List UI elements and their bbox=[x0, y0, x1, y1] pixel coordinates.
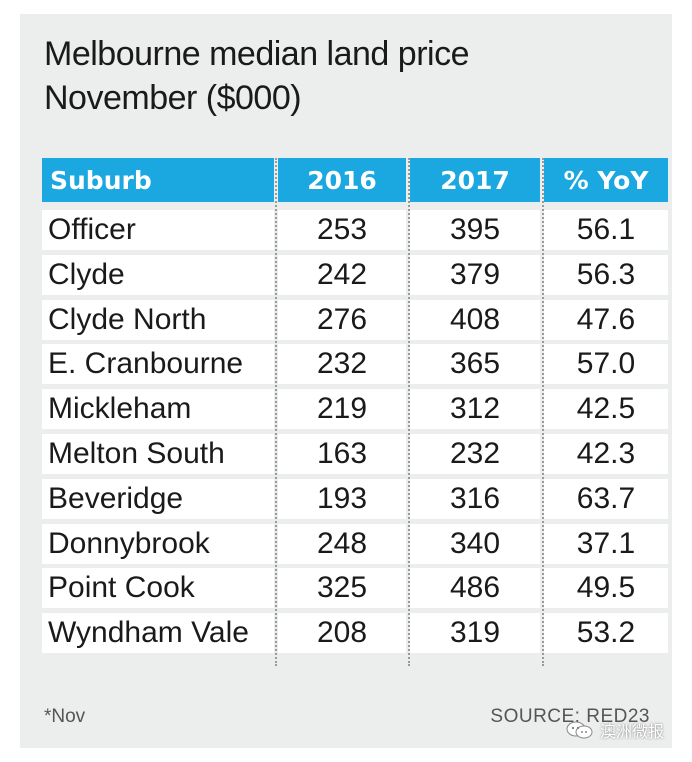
cell-yoy: 49.5 bbox=[544, 568, 668, 609]
cell-suburb: Wyndham Vale bbox=[42, 613, 274, 654]
cell-yoy: 56.3 bbox=[544, 254, 668, 295]
cell-suburb: Melton South bbox=[42, 433, 274, 474]
cell-2017: 319 bbox=[410, 613, 540, 654]
table-row: E. Cranbourne 232 365 57.0 bbox=[42, 342, 668, 387]
column-header-suburb: Suburb bbox=[42, 158, 274, 202]
cell-suburb: Mickleham bbox=[42, 389, 274, 430]
cell-yoy: 42.5 bbox=[544, 389, 668, 430]
column-header-yoy: % YoY bbox=[544, 158, 668, 202]
title-line: Melbourne median land price bbox=[44, 35, 469, 73]
cell-suburb: Donnybrook bbox=[42, 523, 274, 564]
cell-2016: 242 bbox=[278, 254, 406, 295]
wechat-icon bbox=[566, 721, 593, 739]
cell-2016: 253 bbox=[278, 210, 406, 250]
source-credit: SOURCE: RED23 bbox=[490, 706, 650, 727]
cell-suburb: Officer bbox=[42, 210, 274, 250]
cell-suburb: Clyde North bbox=[42, 299, 274, 340]
table-row: Melton South 163 232 42.3 bbox=[42, 432, 668, 477]
cell-yoy: 47.6 bbox=[544, 299, 668, 340]
cell-2016: 232 bbox=[278, 344, 406, 385]
cell-suburb: Point Cook bbox=[42, 568, 274, 609]
cell-yoy: 42.3 bbox=[544, 433, 668, 474]
chart-card: Melbourne median land price November ($0… bbox=[20, 14, 672, 748]
cell-2017: 395 bbox=[410, 210, 540, 250]
price-table: Suburb 2016 2017 % YoY Officer 253 395 56.1… bbox=[42, 158, 668, 656]
table-row: Mickleham 219 312 42.5 bbox=[42, 387, 668, 432]
cell-2017: 379 bbox=[410, 254, 540, 295]
table-row: Clyde North 276 408 47.6 bbox=[42, 298, 668, 343]
table-row: Donnybrook 248 340 37.1 bbox=[42, 522, 668, 567]
subtitle-line: November ($000) bbox=[44, 79, 302, 117]
table-header-row: Suburb 2016 2017 % YoY bbox=[42, 158, 668, 202]
column-header-2016: 2016 bbox=[278, 158, 406, 202]
cell-suburb: Clyde bbox=[42, 254, 274, 295]
column-separator bbox=[408, 158, 410, 666]
cell-2017: 312 bbox=[410, 389, 540, 430]
cell-2017: 340 bbox=[410, 523, 540, 564]
cell-2017: 408 bbox=[410, 299, 540, 340]
cell-2017: 232 bbox=[410, 433, 540, 474]
cell-suburb: E. Cranbourne bbox=[42, 344, 274, 385]
table-row: Point Cook 325 486 49.5 bbox=[42, 566, 668, 611]
cell-2016: 325 bbox=[278, 568, 406, 609]
cell-2016: 248 bbox=[278, 523, 406, 564]
column-separator bbox=[275, 158, 277, 666]
table-row: Beveridge 193 316 63.7 bbox=[42, 477, 668, 522]
cell-2016: 163 bbox=[278, 433, 406, 474]
cell-yoy: 53.2 bbox=[544, 613, 668, 654]
cell-2016: 193 bbox=[278, 478, 406, 519]
watermark: 澳洲微报 bbox=[566, 718, 664, 742]
cell-2017: 365 bbox=[410, 344, 540, 385]
footnote: *Nov bbox=[44, 706, 86, 727]
cell-yoy: 57.0 bbox=[544, 344, 668, 385]
watermark-text: 澳洲微报 bbox=[600, 722, 665, 741]
cell-2017: 316 bbox=[410, 478, 540, 519]
chart-title: Melbourne median land price November ($0… bbox=[44, 32, 469, 120]
table-row: Wyndham Vale 208 319 53.2 bbox=[42, 611, 668, 656]
cell-2016: 219 bbox=[278, 389, 406, 430]
cell-yoy: 63.7 bbox=[544, 478, 668, 519]
cell-2016: 208 bbox=[278, 613, 406, 654]
column-header-2017: 2017 bbox=[410, 158, 540, 202]
cell-yoy: 37.1 bbox=[544, 523, 668, 564]
table-row: Clyde 242 379 56.3 bbox=[42, 253, 668, 298]
cell-yoy: 56.1 bbox=[544, 210, 668, 250]
column-separator bbox=[542, 158, 544, 666]
cell-suburb: Beveridge bbox=[42, 478, 274, 519]
table-row: Officer 253 395 56.1 bbox=[42, 208, 668, 253]
cell-2017: 486 bbox=[410, 568, 540, 609]
cell-2016: 276 bbox=[278, 299, 406, 340]
